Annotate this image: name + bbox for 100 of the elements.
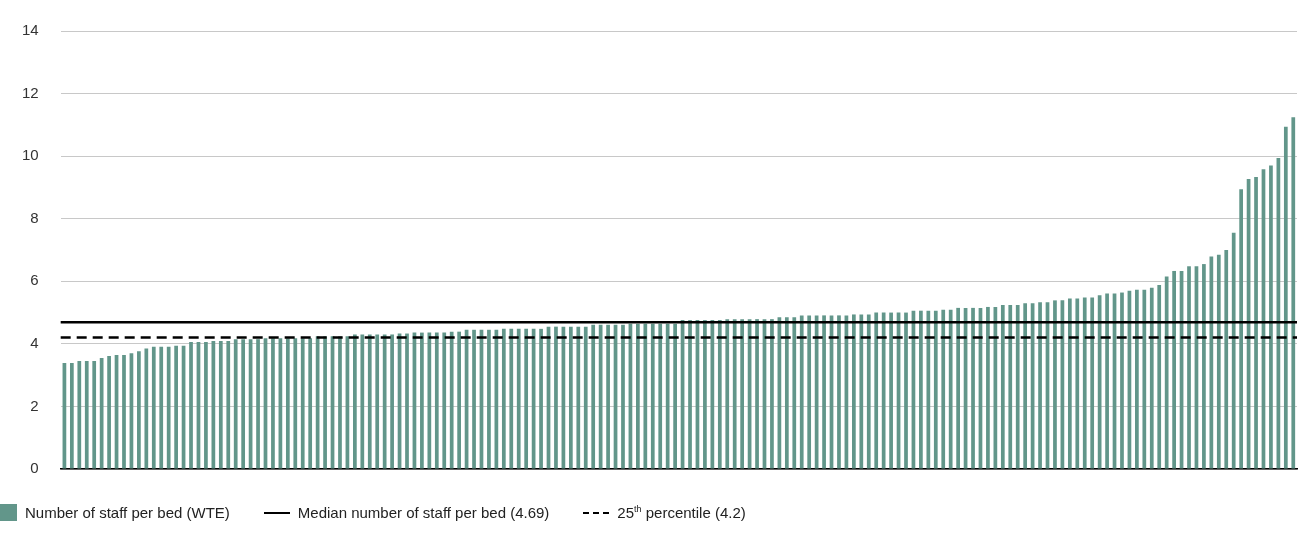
legend-label: 25$^{th}$ percentile (4.2) — [617, 504, 746, 521]
bar — [1053, 300, 1057, 469]
bar — [84, 361, 89, 469]
bar — [1015, 305, 1020, 469]
bar — [755, 319, 759, 469]
bar — [703, 320, 707, 469]
bar — [971, 307, 975, 469]
bar — [390, 334, 394, 469]
bar — [926, 310, 931, 469]
bar — [874, 312, 879, 469]
bar — [166, 346, 171, 469]
y-tick-label: 0 — [30, 459, 39, 477]
bar — [1283, 126, 1288, 469]
bar — [636, 323, 640, 469]
bar — [852, 314, 856, 469]
bar — [516, 328, 521, 469]
bar — [300, 338, 305, 469]
bar — [427, 332, 432, 469]
bar — [673, 323, 677, 469]
bar — [1008, 305, 1013, 469]
bar — [933, 310, 938, 469]
bar — [576, 326, 581, 469]
bar — [1075, 298, 1080, 469]
bar — [1120, 292, 1124, 469]
y-tick-label: 14 — [22, 21, 39, 39]
bar — [189, 341, 193, 469]
bar — [420, 332, 424, 469]
bar — [881, 312, 886, 469]
bar — [717, 320, 722, 469]
bar — [740, 319, 745, 469]
bar — [293, 338, 298, 469]
bar — [807, 315, 812, 469]
bar — [1172, 270, 1176, 469]
bar — [710, 320, 715, 469]
bar — [1082, 297, 1087, 469]
bar — [799, 315, 804, 469]
bar — [568, 326, 573, 469]
bar — [405, 333, 409, 469]
bar — [271, 338, 275, 469]
bar — [665, 323, 670, 469]
bar — [822, 315, 826, 469]
bar — [449, 331, 454, 469]
bar — [338, 336, 342, 469]
bar — [1291, 117, 1296, 469]
bar — [457, 331, 461, 469]
bar — [99, 357, 104, 469]
bar — [122, 355, 126, 469]
bar — [233, 339, 238, 469]
y-tick-label: 8 — [30, 208, 39, 226]
bar — [621, 324, 625, 469]
bar — [1202, 264, 1206, 469]
bar — [554, 326, 558, 469]
bar — [1067, 298, 1072, 469]
bar — [323, 336, 327, 469]
bar — [285, 338, 290, 469]
bar — [956, 307, 960, 469]
bar — [1105, 293, 1109, 469]
bar — [487, 329, 491, 469]
bar — [792, 317, 797, 469]
bar — [1239, 189, 1243, 469]
bar — [770, 319, 774, 469]
bar — [904, 312, 908, 469]
bar — [218, 341, 223, 469]
bar — [256, 339, 260, 469]
y-tick-label: 4 — [30, 334, 39, 351]
bar — [107, 356, 111, 469]
bar — [1269, 165, 1273, 469]
bar — [92, 361, 97, 469]
bar — [1142, 289, 1147, 469]
bar — [941, 309, 946, 469]
bar — [204, 341, 208, 469]
bar — [643, 323, 648, 469]
bar — [650, 323, 655, 469]
bar — [784, 317, 789, 469]
bar — [69, 362, 74, 469]
bar — [308, 338, 313, 469]
bar — [598, 324, 603, 469]
bar — [1164, 276, 1169, 469]
bar — [442, 332, 447, 469]
bar — [889, 312, 893, 469]
bar — [77, 361, 82, 469]
bar — [1157, 285, 1162, 469]
bar — [837, 315, 841, 469]
bar — [1224, 250, 1229, 469]
bar — [151, 346, 156, 469]
bar — [501, 328, 506, 469]
bar — [1254, 177, 1258, 469]
bar — [866, 314, 871, 469]
bar — [241, 339, 246, 469]
bar — [1038, 302, 1042, 469]
bar — [1000, 305, 1005, 469]
legend-label: Number of staff per bed (WTE) — [25, 504, 230, 521]
bar — [1135, 289, 1139, 469]
bar — [1149, 287, 1154, 469]
bar — [986, 306, 990, 469]
bar — [472, 329, 476, 469]
bar — [539, 328, 543, 469]
bar — [658, 323, 663, 469]
bar — [159, 346, 164, 469]
bar — [1023, 303, 1028, 469]
